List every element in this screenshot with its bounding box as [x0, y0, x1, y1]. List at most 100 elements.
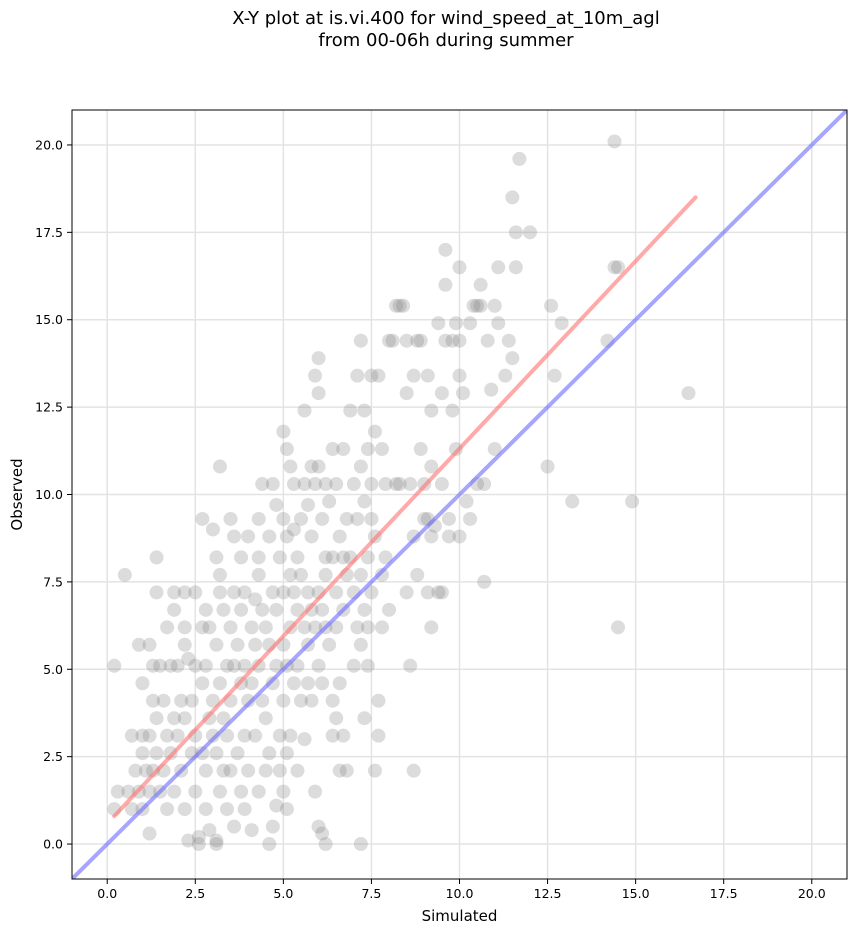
data-point	[308, 784, 323, 799]
data-point	[251, 658, 266, 673]
y-tick-label: 12.5	[35, 400, 63, 415]
x-tick-label: 17.5	[710, 886, 738, 901]
data-point	[276, 511, 291, 526]
data-point	[286, 585, 301, 600]
data-point	[406, 368, 421, 383]
data-point	[195, 511, 210, 526]
data-point	[452, 260, 467, 275]
data-point	[258, 620, 273, 635]
data-point	[184, 693, 199, 708]
data-point	[424, 403, 439, 418]
data-point	[505, 190, 520, 205]
data-point	[325, 442, 340, 457]
data-point	[167, 711, 182, 726]
data-point	[304, 602, 319, 617]
data-point	[177, 585, 192, 600]
data-point	[142, 637, 157, 652]
data-point	[290, 658, 305, 673]
data-point	[364, 511, 379, 526]
data-point	[413, 333, 428, 348]
data-point	[431, 316, 446, 331]
data-point	[491, 260, 506, 275]
data-point	[406, 529, 421, 544]
data-point	[297, 477, 312, 492]
data-point	[216, 602, 231, 617]
data-point	[336, 442, 351, 457]
data-point	[276, 784, 291, 799]
data-point	[209, 837, 224, 852]
data-point	[681, 386, 696, 401]
data-point	[611, 260, 626, 275]
data-point	[290, 602, 305, 617]
data-point	[156, 693, 171, 708]
data-point	[258, 711, 273, 726]
data-point	[308, 368, 323, 383]
data-point	[297, 732, 312, 747]
chart-title-line-2: from 00-06h during summer	[318, 30, 574, 51]
data-point	[248, 637, 263, 652]
data-point	[216, 763, 231, 778]
data-point	[293, 567, 308, 582]
data-point	[216, 711, 231, 726]
data-point	[160, 620, 175, 635]
data-point	[265, 477, 280, 492]
data-point	[459, 494, 474, 509]
data-point	[265, 819, 280, 834]
data-point	[410, 567, 425, 582]
data-point	[325, 728, 340, 743]
data-point	[311, 459, 326, 474]
data-point	[360, 620, 375, 635]
data-point	[237, 658, 252, 673]
data-point	[357, 602, 372, 617]
data-point	[188, 585, 203, 600]
fit-line	[112, 195, 698, 819]
data-point	[286, 522, 301, 537]
data-point	[209, 637, 224, 652]
data-point	[350, 368, 365, 383]
data-point	[286, 676, 301, 691]
data-point	[625, 494, 640, 509]
data-point	[276, 585, 291, 600]
data-point	[212, 784, 227, 799]
data-point	[325, 693, 340, 708]
data-point	[441, 511, 456, 526]
data-point	[290, 763, 305, 778]
y-tick-label: 20.0	[35, 137, 63, 152]
data-point	[142, 784, 157, 799]
data-point	[336, 728, 351, 743]
data-point	[223, 620, 238, 635]
data-point	[375, 567, 389, 582]
data-point	[237, 802, 252, 817]
data-point	[198, 763, 213, 778]
data-point	[251, 567, 266, 582]
data-point	[276, 693, 291, 708]
data-point	[237, 585, 252, 600]
data-point	[420, 368, 435, 383]
data-point	[434, 585, 449, 600]
data-point	[279, 442, 294, 457]
data-point	[301, 585, 316, 600]
data-point	[290, 550, 305, 565]
data-point	[283, 728, 298, 743]
y-tick-label: 0.0	[43, 837, 63, 852]
data-point	[135, 676, 150, 691]
data-point	[177, 802, 192, 817]
data-point	[117, 567, 132, 582]
data-point	[107, 658, 122, 673]
data-point	[343, 403, 358, 418]
data-point	[424, 459, 439, 474]
data-point	[170, 728, 185, 743]
data-point	[272, 550, 287, 565]
grid	[72, 110, 847, 879]
data-point	[477, 574, 492, 589]
data-point	[357, 403, 372, 418]
data-point	[480, 333, 495, 348]
data-point	[195, 676, 210, 691]
data-point	[424, 620, 439, 635]
data-point	[417, 511, 432, 526]
data-point	[360, 658, 375, 673]
axis-ticks: 0.0 2.5 5.0 7.5 10.0 12.5 15.0 17.5 20.0 0.0 2.5 5.…	[35, 137, 826, 901]
data-point	[244, 823, 259, 838]
data-point	[223, 763, 238, 778]
data-point	[410, 333, 425, 348]
